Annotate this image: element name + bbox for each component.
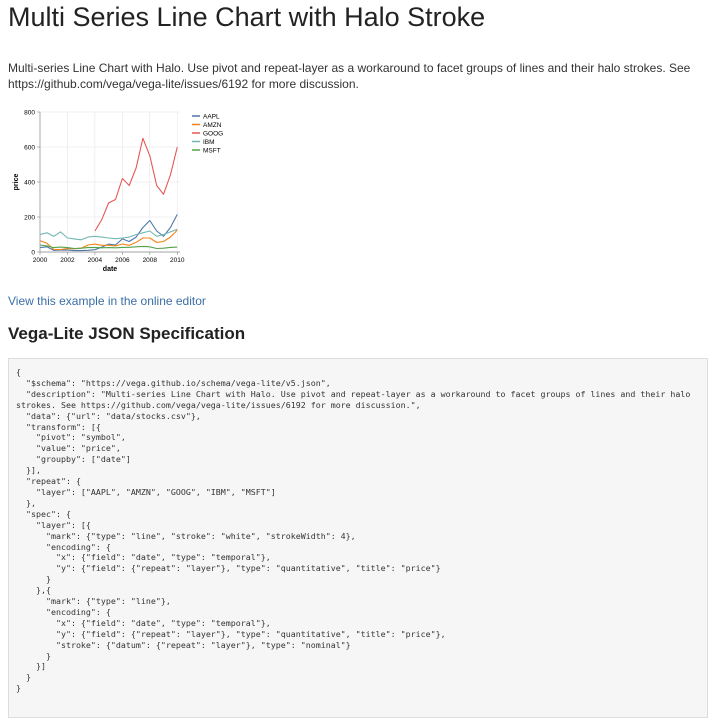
y-tick-label: 600	[24, 145, 35, 152]
legend-label: AMZN	[203, 122, 222, 129]
y-tick-label: 400	[24, 180, 35, 187]
y-tick-label: 200	[24, 215, 35, 222]
code-line: "encoding": {	[16, 606, 111, 617]
chart-lines	[39, 136, 179, 253]
code-line: "layer": [{	[16, 519, 91, 530]
page-title: Multi Series Line Chart with Halo Stroke	[8, 2, 486, 32]
online-editor-link[interactable]: View this example in the online editor	[8, 294, 206, 308]
x-axis-title: date	[103, 266, 118, 273]
series-line-goog	[94, 137, 178, 232]
code-line: "mark": {"type": "line", "stroke": "whit…	[16, 530, 356, 541]
code-line: "data": {"url": "data/stocks.csv"},	[16, 410, 201, 421]
code-line: "description": "Multi-series Line Chart …	[16, 388, 691, 399]
code-line: "layer": ["AAPL", "AMZN", "GOOG", "IBM",…	[16, 486, 276, 497]
x-tick-label: 2004	[88, 257, 103, 264]
series-line-ibm	[39, 228, 178, 241]
code-line: }],	[16, 465, 41, 476]
x-tick-label: 2006	[115, 257, 130, 264]
code-line: "transform": [{	[16, 421, 101, 432]
y-tick-label: 800	[24, 110, 35, 117]
code-line: "value": "price",	[16, 443, 121, 454]
code-line: }	[16, 683, 21, 694]
code-line: "stroke": {"datum": {"repeat": "layer"},…	[16, 639, 351, 650]
code-line: "spec": {	[16, 508, 71, 519]
code-line: }	[16, 672, 31, 683]
code-line: "y": {"field": {"repeat": "layer"}, "typ…	[16, 628, 446, 639]
code-line: "groupby": ["date"]	[16, 454, 131, 465]
code-line: "y": {"field": {"repeat": "layer"}, "typ…	[16, 563, 441, 574]
code-line: },	[16, 497, 36, 508]
x-tick-label: 2008	[143, 257, 158, 264]
code-line: "$schema": "https://vega.github.io/schem…	[16, 377, 331, 388]
y-tick-label: 0	[31, 250, 35, 257]
code-line: "x": {"field": "date", "type": "temporal…	[16, 552, 271, 563]
x-tick-label: 2010	[170, 257, 185, 264]
code-line: "mark": {"type": "line"},	[16, 596, 171, 607]
line-chart: 0 200 400 600 800 2000 2002 2004 2006 2008 2010 dat…	[13, 110, 223, 274]
legend-label: GOOG	[203, 130, 223, 137]
code-line: "repeat": {	[16, 476, 81, 487]
code-line: }	[16, 574, 51, 585]
y-axis-title: price	[13, 174, 20, 191]
legend-label: MSFT	[203, 147, 221, 154]
chart-axes: 0 200 400 600 800 2000 2002 2004 2006 2008 2010 dat…	[13, 110, 185, 274]
series-line-msft	[39, 244, 178, 250]
code-line: strokes. See https://github.com/vega/veg…	[16, 399, 421, 410]
x-tick-label: 2000	[33, 257, 48, 264]
code-line: "encoding": {	[16, 541, 111, 552]
legend-label: AAPL	[203, 113, 220, 120]
json-spec-code-block: { "$schema": "https://vega.github.io/sch…	[8, 358, 708, 718]
legend-label: IBM	[203, 139, 215, 146]
page-description: Multi-series Line Chart with Halo. Use p…	[8, 61, 691, 91]
series-line-aapl	[39, 214, 178, 252]
code-line: "x": {"field": "date", "type": "temporal…	[16, 617, 271, 628]
x-tick-label: 2002	[60, 257, 75, 264]
code-line: },{	[16, 585, 51, 596]
code-line: }]	[16, 661, 46, 672]
code-line: }	[16, 650, 51, 661]
code-line: {	[16, 367, 21, 377]
series-line-amzn	[39, 229, 178, 251]
code-line: "pivot": "symbol",	[16, 432, 126, 443]
spec-heading: Vega-Lite JSON Specification	[8, 324, 246, 343]
